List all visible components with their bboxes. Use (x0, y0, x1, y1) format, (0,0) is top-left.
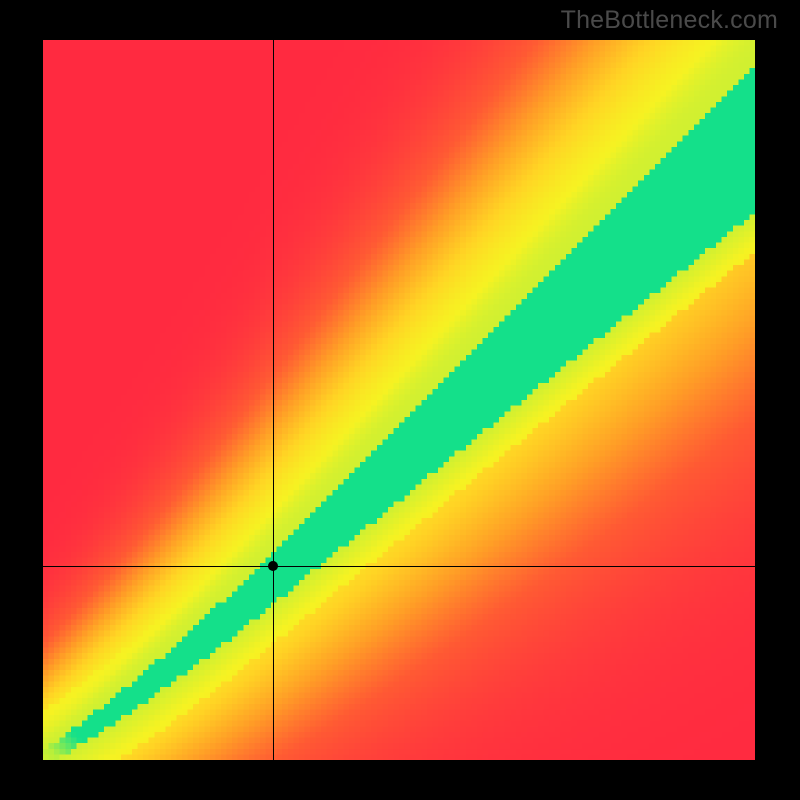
crosshair-horizontal (43, 566, 755, 567)
bottleneck-heatmap (43, 40, 755, 760)
chart-container: { "watermark": { "text": "TheBottleneck.… (0, 0, 800, 800)
watermark-text: TheBottleneck.com (561, 6, 778, 35)
crosshair-point (267, 560, 279, 572)
crosshair-vertical (273, 40, 274, 760)
